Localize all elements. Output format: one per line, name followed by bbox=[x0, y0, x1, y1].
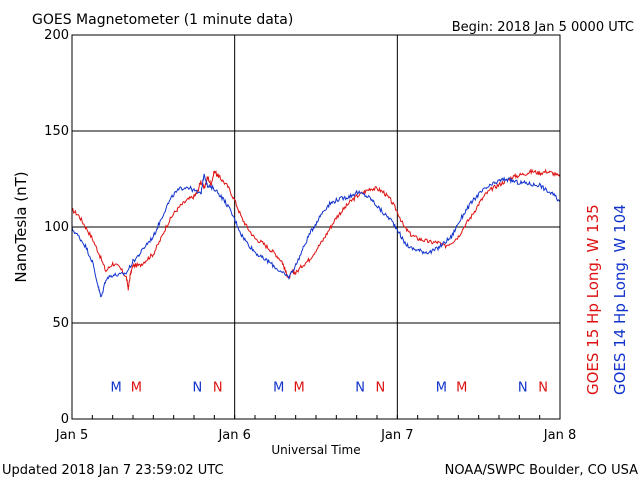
grid bbox=[72, 35, 560, 419]
noon-marker: N bbox=[518, 380, 528, 395]
x-tick-label: Jan 7 bbox=[380, 428, 413, 443]
midnight-marker: M bbox=[456, 380, 467, 395]
y-tick-label: 0 bbox=[61, 412, 69, 427]
series-line-goes14 bbox=[71, 173, 561, 298]
legend-goes14: GOES 14 Hp Long. W 104 bbox=[611, 204, 629, 395]
midnight-marker: M bbox=[110, 380, 121, 395]
noon-marker: N bbox=[213, 380, 223, 395]
noon-marker: N bbox=[193, 380, 203, 395]
updated-timestamp: Updated 2018 Jan 7 23:59:02 UTC bbox=[2, 463, 224, 478]
noon-marker: N bbox=[538, 380, 548, 395]
plot-frame bbox=[71, 34, 561, 420]
x-tick-label: Jan 5 bbox=[55, 428, 88, 443]
x-tick-label: Jan 6 bbox=[217, 428, 250, 443]
chart-title: GOES Magnetometer (1 minute data) bbox=[32, 12, 293, 28]
y-tick-labels: 0 50 100 150 200 bbox=[44, 28, 77, 427]
midnight-marker: M bbox=[293, 380, 304, 395]
y-axis-label: NanoTesla (nT) bbox=[12, 171, 30, 282]
y-tick-label: 150 bbox=[44, 124, 69, 139]
midnight-marker: M bbox=[436, 380, 447, 395]
legend-goes15: GOES 15 Hp Long. W 135 bbox=[584, 204, 602, 395]
source-credit: NOAA/SWPC Boulder, CO USA bbox=[445, 463, 638, 478]
x-tick-label: Jan 8 bbox=[543, 428, 576, 443]
noon-marker: N bbox=[355, 380, 365, 395]
begin-time-label: Begin: 2018 Jan 5 0000 UTC bbox=[452, 20, 634, 35]
midnight-marker: M bbox=[273, 380, 284, 395]
y-tick-label: 200 bbox=[44, 28, 69, 43]
data-series bbox=[71, 168, 561, 298]
y-tick-label: 100 bbox=[44, 220, 69, 235]
x-tick-labels: Jan 5 Jan 6 Jan 7 Jan 8 bbox=[55, 415, 576, 443]
noon-marker: N bbox=[376, 380, 386, 395]
midnight-marker: M bbox=[131, 380, 142, 395]
x-axis-label: Universal Time bbox=[271, 443, 360, 457]
y-tick-label: 50 bbox=[52, 316, 69, 331]
